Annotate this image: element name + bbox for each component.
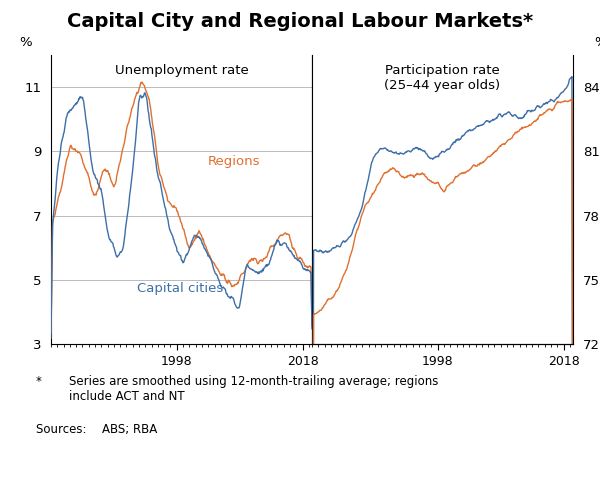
- Text: Capital City and Regional Labour Markets*: Capital City and Regional Labour Markets…: [67, 12, 533, 31]
- Text: %: %: [595, 36, 600, 49]
- Text: Regions: Regions: [208, 155, 260, 168]
- Text: %: %: [20, 36, 32, 49]
- Text: Participation rate
(25–44 year olds): Participation rate (25–44 year olds): [385, 64, 500, 92]
- Text: Unemployment rate: Unemployment rate: [115, 64, 248, 76]
- Text: *: *: [36, 375, 42, 388]
- Text: Capital cities: Capital cities: [137, 282, 223, 295]
- Text: Series are smoothed using 12-month-trailing average; regions
include ACT and NT: Series are smoothed using 12-month-trail…: [69, 375, 439, 403]
- Text: Sources:  ABS; RBA: Sources: ABS; RBA: [36, 423, 157, 436]
